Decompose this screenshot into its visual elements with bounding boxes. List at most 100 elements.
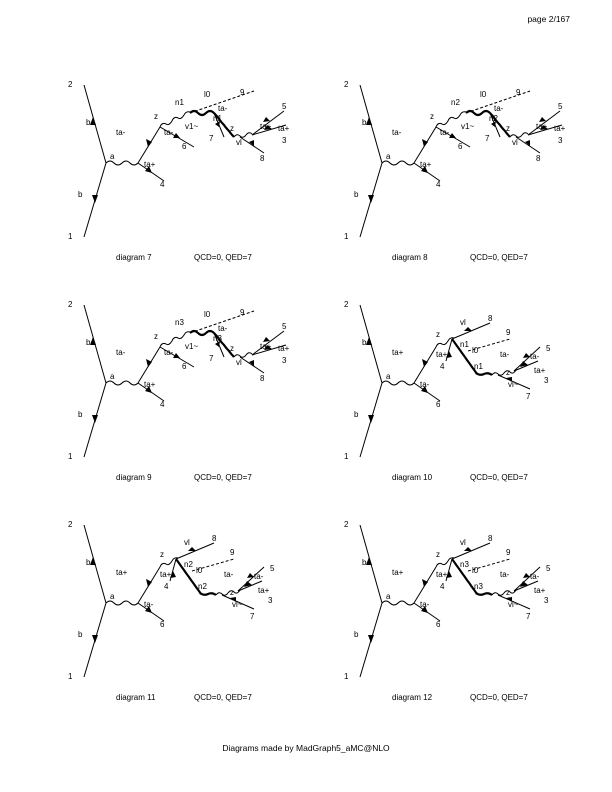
- label: 4: [436, 180, 441, 189]
- label: n1: [474, 362, 483, 371]
- label: ta+: [260, 122, 272, 131]
- label: ta-: [144, 600, 154, 609]
- feynman-diagram-graph: 2 b~ ta- b 1 a ta+ 4 z ta- 6 n2 l0 9 v1~…: [344, 80, 566, 241]
- feynman-diagram-graph: 2 b~ ta+ b 1 a ta- 6 z vl 8 ta+ 4 n3 l0 …: [344, 520, 551, 681]
- label: b: [78, 630, 83, 639]
- label: 7: [209, 354, 214, 363]
- feynman-diagram: 2 b~ ta- b 1 a ta+ 4 z ta- 6 n3 l0 9 v1~…: [64, 295, 334, 495]
- label: ta+: [536, 122, 548, 131]
- label: 6: [436, 620, 441, 629]
- label: ta-: [420, 600, 430, 609]
- diagram-couplings: QCD=0, QED=7: [194, 473, 252, 482]
- label: n1: [175, 98, 184, 107]
- label: ta-: [392, 128, 402, 137]
- label: 5: [558, 102, 563, 111]
- label: 4: [160, 180, 165, 189]
- label: ta+: [534, 366, 546, 375]
- label: ta+: [436, 350, 448, 359]
- label: a: [386, 152, 391, 161]
- label: vl~: [232, 600, 243, 609]
- label: l0: [196, 566, 203, 575]
- label: 2: [68, 300, 73, 309]
- label: 1: [344, 452, 349, 461]
- label: ta-: [116, 348, 126, 357]
- label: 3: [558, 136, 563, 145]
- label: z: [230, 344, 234, 353]
- label: n3: [474, 582, 483, 591]
- label: ta-: [530, 352, 540, 361]
- label: z: [436, 330, 440, 339]
- label: l0: [204, 310, 211, 319]
- label: 7: [526, 392, 531, 401]
- label: ta-: [218, 104, 228, 113]
- label: 9: [240, 308, 245, 317]
- feynman-diagram: 2 b~ ta- b 1 a ta+ 4 z ta- 6 n1 l0 9 v1~…: [64, 75, 334, 275]
- label: ta-: [218, 324, 228, 333]
- label: ta-: [116, 128, 126, 137]
- label: 5: [270, 564, 275, 573]
- label: l0: [472, 346, 479, 355]
- label: n1: [213, 114, 222, 123]
- label: 9: [230, 548, 235, 557]
- label: 6: [160, 620, 165, 629]
- label: 7: [250, 612, 255, 621]
- label: b~: [362, 558, 371, 567]
- diagram-couplings: QCD=0, QED=7: [194, 693, 252, 702]
- label: vl: [512, 138, 518, 147]
- label: z: [160, 550, 164, 559]
- label: n3: [175, 318, 184, 327]
- label: 9: [506, 328, 511, 337]
- label: 3: [268, 596, 273, 605]
- label: 5: [282, 102, 287, 111]
- label: vl: [236, 358, 242, 367]
- label: ta+: [144, 160, 156, 169]
- label: vl: [236, 138, 242, 147]
- label: ta+: [392, 568, 404, 577]
- feynman-diagram-graph: 2 b~ ta- b 1 a ta+ 4 z ta- 6 n3 l0 9 v1~…: [68, 300, 290, 461]
- label: vl~: [508, 380, 519, 389]
- label: n2: [184, 560, 193, 569]
- label: b~: [86, 118, 95, 127]
- diagram-caption: diagram 9: [116, 473, 152, 482]
- label: ta+: [534, 586, 546, 595]
- label: 1: [344, 232, 349, 241]
- diagram-couplings: QCD=0, QED=7: [470, 693, 528, 702]
- diagram-caption: diagram 11: [116, 693, 156, 702]
- label: ta+: [554, 124, 566, 133]
- label: ta-: [500, 350, 510, 359]
- diagram-caption: diagram 7: [116, 253, 152, 262]
- label: 7: [526, 612, 531, 621]
- label: ta+: [278, 124, 290, 133]
- label: ta+: [260, 342, 272, 351]
- label: 8: [488, 534, 493, 543]
- label: 5: [546, 344, 551, 353]
- label: n2: [489, 114, 498, 123]
- label: vl: [460, 318, 466, 327]
- label: ta-: [254, 572, 264, 581]
- label: ta+: [160, 570, 172, 579]
- label: z: [430, 112, 434, 121]
- label: ta+: [436, 570, 448, 579]
- label: 6: [458, 142, 463, 151]
- label: a: [110, 152, 115, 161]
- label: ta-: [440, 128, 450, 137]
- label: l0: [472, 566, 479, 575]
- label: b: [354, 410, 359, 419]
- label: n1: [460, 340, 469, 349]
- page-number: page 2/167: [527, 14, 570, 24]
- label: 7: [209, 134, 214, 143]
- label: 2: [344, 300, 349, 309]
- feynman-diagram: 2 b~ ta+ b 1 a ta- 6 z vl 8 ta+ 4 n1 l0 …: [340, 295, 610, 495]
- label: z: [230, 124, 234, 133]
- label: a: [386, 372, 391, 381]
- diagram-couplings: QCD=0, QED=7: [194, 253, 252, 262]
- label: 2: [68, 80, 73, 89]
- label: 8: [260, 154, 265, 163]
- label: 1: [68, 452, 73, 461]
- label: 6: [436, 400, 441, 409]
- label: 9: [506, 548, 511, 557]
- label: 6: [182, 142, 187, 151]
- label: 8: [212, 534, 217, 543]
- label: vl: [460, 538, 466, 547]
- label: vl~: [508, 600, 519, 609]
